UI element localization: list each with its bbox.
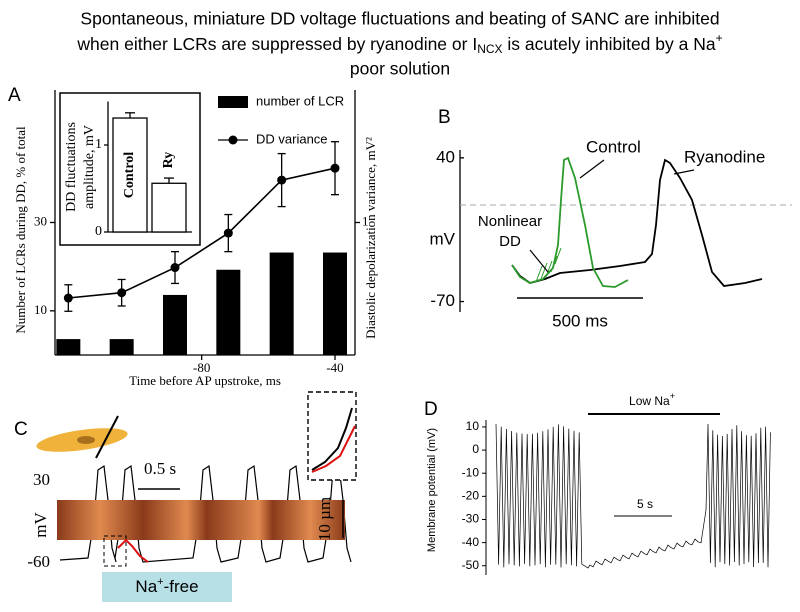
legend-label: number of LCR	[256, 93, 344, 108]
trace	[117, 538, 149, 563]
condition-text: -free	[164, 577, 199, 596]
condition-text: Low Na	[629, 394, 670, 408]
zoom-inset	[307, 391, 357, 481]
hatch	[550, 255, 558, 273]
y-tick-label: 0	[472, 442, 479, 456]
x-tick-label: -40	[326, 360, 343, 375]
condition-label: Na+-free	[135, 576, 198, 597]
trace	[511, 158, 763, 287]
y-tick-label: -30	[462, 512, 480, 526]
x-axis-label: Time before AP upstroke, ms	[129, 373, 281, 388]
bar	[109, 339, 134, 355]
bar	[216, 269, 241, 355]
hatch	[545, 260, 553, 278]
line	[68, 167, 336, 299]
title-line: when either LCRs are suppressed by ryano…	[76, 31, 722, 56]
condition-box	[102, 572, 232, 602]
arrow	[579, 159, 605, 179]
bar-label: Ry	[161, 152, 176, 169]
y-tick-label: -60	[27, 552, 50, 571]
y-axis-label: mV	[430, 229, 456, 248]
panel-label: B	[438, 107, 451, 128]
y-tick-label: 10	[466, 419, 480, 433]
trace	[59, 464, 352, 563]
condition-superscript: +	[157, 576, 163, 588]
y-tick-label: -40	[462, 535, 480, 549]
annotation: DD	[499, 233, 521, 250]
y-tick-label: 40	[436, 147, 455, 166]
title-text: when either LCRs are suppressed by ryano…	[76, 34, 477, 54]
bar	[163, 294, 187, 355]
y-axis-label: Membrane potential (mV)	[426, 428, 438, 552]
y-tick-label: 10	[34, 302, 47, 317]
y-tick-label: 1	[95, 137, 102, 152]
hatch	[535, 265, 543, 283]
linescan-image	[57, 500, 345, 540]
y-tick-label: 30	[34, 213, 47, 228]
y-axis-label: Number of LCRs during DD, % of total	[13, 126, 28, 334]
title-line: Spontaneous, miniature DD voltage fluctu…	[80, 9, 719, 29]
x-tick-label: -80	[193, 360, 210, 375]
bar	[323, 252, 347, 355]
point	[223, 228, 233, 238]
legend-swatch	[218, 96, 248, 108]
title-line: poor solution	[350, 59, 450, 79]
y-tick-label: 30	[33, 470, 50, 489]
y-axis-label: DD fluctuations	[64, 122, 79, 212]
y2-axis-label: Diastolic depolarization variance, mV²	[363, 137, 378, 339]
y-tick-label: -50	[462, 558, 480, 572]
title-text: is acutely inhibited by a Na	[503, 34, 716, 54]
panel-label: A	[8, 85, 21, 106]
legend-marker	[228, 135, 238, 145]
point	[170, 263, 180, 273]
title-superscript: +	[716, 31, 723, 45]
cell-nucleus	[77, 436, 95, 444]
legend-label: DD variance	[256, 131, 328, 146]
trace	[495, 423, 771, 569]
hatch	[540, 262, 548, 280]
condition-label: Low Na+	[629, 391, 675, 408]
scale-label: 0.5 s	[144, 459, 176, 478]
condition-superscript: +	[670, 391, 675, 401]
y2-tick-label: 1	[362, 213, 369, 228]
trace-label: Ryanodine	[684, 147, 765, 166]
bar	[56, 339, 81, 355]
arrow	[529, 249, 549, 273]
y-axis-label: amplitude, mV	[82, 125, 97, 209]
point	[117, 288, 127, 298]
condition-text: Na	[135, 577, 157, 596]
zoom-box	[103, 535, 127, 567]
trace	[311, 407, 353, 471]
annotation: Nonlinear	[478, 213, 542, 230]
y-tick-label: 0	[95, 224, 102, 239]
scan-line	[95, 415, 119, 459]
y-tick-label: -70	[430, 291, 455, 310]
trace	[511, 156, 629, 288]
scale-label: 5 s	[637, 497, 653, 511]
bar-label: Control	[122, 152, 137, 199]
bar	[151, 182, 187, 233]
bar	[269, 252, 294, 355]
y-tick-label: -20	[462, 489, 480, 503]
title-subscript: NCX	[477, 42, 502, 56]
trace	[311, 425, 356, 473]
trace-label: Control	[586, 137, 641, 156]
arrow	[673, 169, 695, 175]
panel-label: D	[424, 399, 438, 420]
panel-label: C	[14, 419, 28, 440]
scale-label: 10 µm	[315, 497, 334, 541]
bar	[112, 117, 148, 233]
y-axis-label: mV	[31, 512, 50, 538]
point	[330, 163, 340, 173]
y-tick-label: -10	[462, 465, 480, 479]
point	[63, 293, 73, 303]
scale-label: 500 ms	[552, 311, 608, 330]
point	[277, 175, 287, 185]
hatch	[554, 247, 562, 265]
